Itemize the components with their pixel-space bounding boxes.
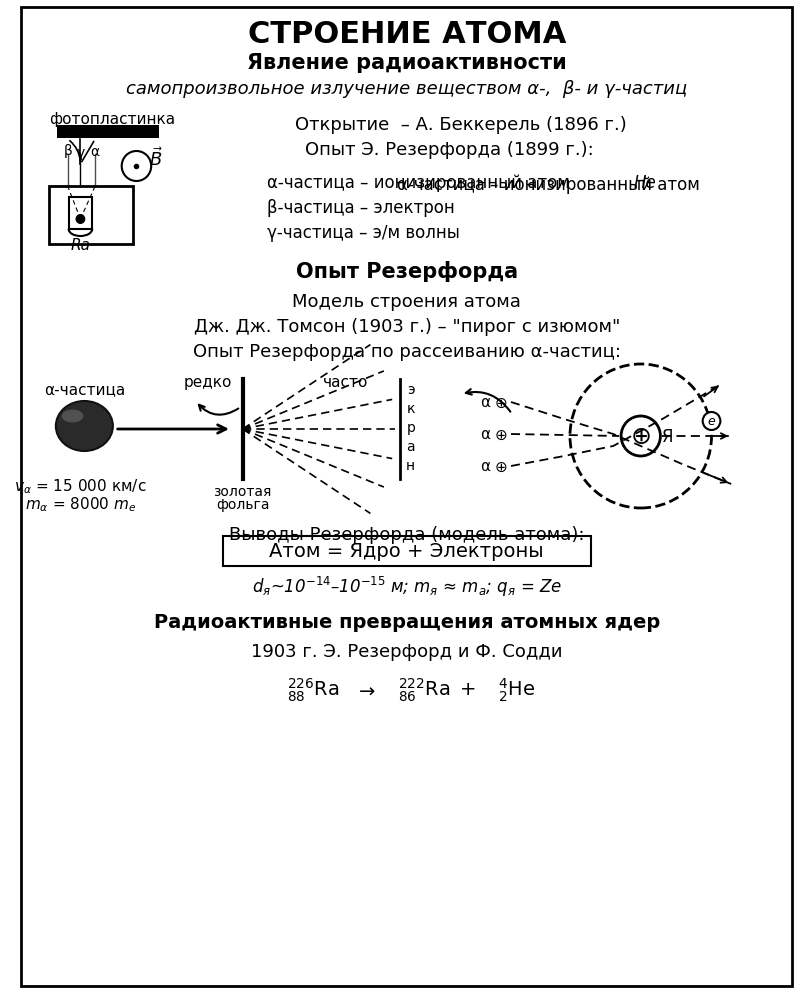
Ellipse shape xyxy=(56,402,113,451)
Text: $\rightarrow$: $\rightarrow$ xyxy=(355,680,376,699)
Circle shape xyxy=(702,413,720,430)
Text: 1903 г. Э. Резерфорд и Ф. Содди: 1903 г. Э. Резерфорд и Ф. Содди xyxy=(251,642,562,660)
Text: ⊕: ⊕ xyxy=(494,395,507,411)
Text: β-частица – электрон: β-частица – электрон xyxy=(267,199,455,217)
Text: ⊕: ⊕ xyxy=(494,459,507,474)
Circle shape xyxy=(122,152,151,182)
Text: α-частица – ионизированный атом: α-частица – ионизированный атом xyxy=(267,174,575,192)
Text: α-частица: α-частица xyxy=(44,382,125,397)
Circle shape xyxy=(621,416,661,456)
Ellipse shape xyxy=(62,411,83,423)
Text: $m_\alpha$ = 8000 $m_e$: $m_\alpha$ = 8000 $m_e$ xyxy=(25,495,136,514)
Text: $d_я$~10$^{-14}$–10$^{-15}$ м; $m_я$ ≈ $m_а$; $q_я$ = Ze: $d_я$~10$^{-14}$–10$^{-15}$ м; $m_я$ ≈ $… xyxy=(252,575,562,598)
Circle shape xyxy=(75,215,86,225)
Bar xyxy=(69,198,92,230)
Text: н: н xyxy=(406,458,415,472)
Text: к: к xyxy=(406,402,415,415)
Text: β: β xyxy=(63,144,72,158)
Text: редко: редко xyxy=(184,375,233,390)
Text: фольга: фольга xyxy=(216,498,270,512)
Text: Я: Я xyxy=(662,427,674,445)
Text: He: He xyxy=(634,174,657,192)
Text: γ: γ xyxy=(76,146,85,160)
Text: золотая: золотая xyxy=(214,484,272,499)
Text: э: э xyxy=(407,383,414,397)
Text: α: α xyxy=(480,395,490,411)
Text: α: α xyxy=(480,459,490,474)
Text: Опыт Э. Резерфорда (1899 г.):: Опыт Э. Резерфорда (1899 г.): xyxy=(305,141,594,159)
Text: фотопластинка: фотопластинка xyxy=(49,112,175,127)
Text: ⊕: ⊕ xyxy=(630,424,651,448)
Text: Открытие  – А. Беккерель (1896 г.): Открытие – А. Беккерель (1896 г.) xyxy=(295,116,626,134)
Text: р: р xyxy=(406,420,415,434)
Text: часто: часто xyxy=(323,375,369,390)
Text: α: α xyxy=(90,145,100,159)
Text: +: + xyxy=(459,680,476,699)
Text: γ-частица – э/м волны: γ-частица – э/м волны xyxy=(267,224,460,242)
Text: ⊕: ⊕ xyxy=(494,427,507,442)
Text: Дж. Дж. Томсон (1903 г.) – "пирог с изюмом": Дж. Дж. Томсон (1903 г.) – "пирог с изюм… xyxy=(194,318,620,336)
FancyBboxPatch shape xyxy=(223,537,590,567)
Text: Выводы Резерфорда (модель атома):: Выводы Резерфорда (модель атома): xyxy=(229,526,585,544)
Text: $^{226}_{88}$Ra: $^{226}_{88}$Ra xyxy=(287,676,340,703)
Text: самопроизвольное излучение веществом α-,  β- и γ-частиц: самопроизвольное излучение веществом α-,… xyxy=(126,80,687,97)
Text: Опыт Резерфорда по рассеиванию α-частиц:: Опыт Резерфорда по рассеиванию α-частиц: xyxy=(193,343,621,361)
Bar xyxy=(49,187,133,245)
Text: Ra: Ra xyxy=(70,239,90,253)
Text: e: e xyxy=(708,415,715,428)
Text: $^{222}_{86}$Ra: $^{222}_{86}$Ra xyxy=(398,676,450,703)
Text: Модель строения атома: Модель строения атома xyxy=(292,292,522,311)
Text: а: а xyxy=(406,439,415,453)
Text: $^{4}_{2}$He: $^{4}_{2}$He xyxy=(498,676,535,703)
Text: $v_\alpha$ = 15 000 км/с: $v_\alpha$ = 15 000 км/с xyxy=(14,477,146,496)
Text: Опыт Резерфорда: Опыт Резерфорда xyxy=(296,261,518,282)
Circle shape xyxy=(570,365,711,509)
Text: α: α xyxy=(480,427,490,442)
Text: Радиоактивные превращения атомных ядер: Радиоактивные превращения атомных ядер xyxy=(154,613,660,632)
Bar xyxy=(57,126,159,139)
Text: α-частица – ионизированный атом: α-частица – ионизированный атом xyxy=(397,176,705,194)
Text: Атом = Ядро + Электроны: Атом = Ядро + Электроны xyxy=(270,542,544,561)
Text: $\vec{B}$: $\vec{B}$ xyxy=(149,147,163,170)
Text: СТРОЕНИЕ АТОМА: СТРОЕНИЕ АТОМА xyxy=(247,21,566,50)
Text: Явление радиоактивности: Явление радиоактивности xyxy=(247,53,566,73)
